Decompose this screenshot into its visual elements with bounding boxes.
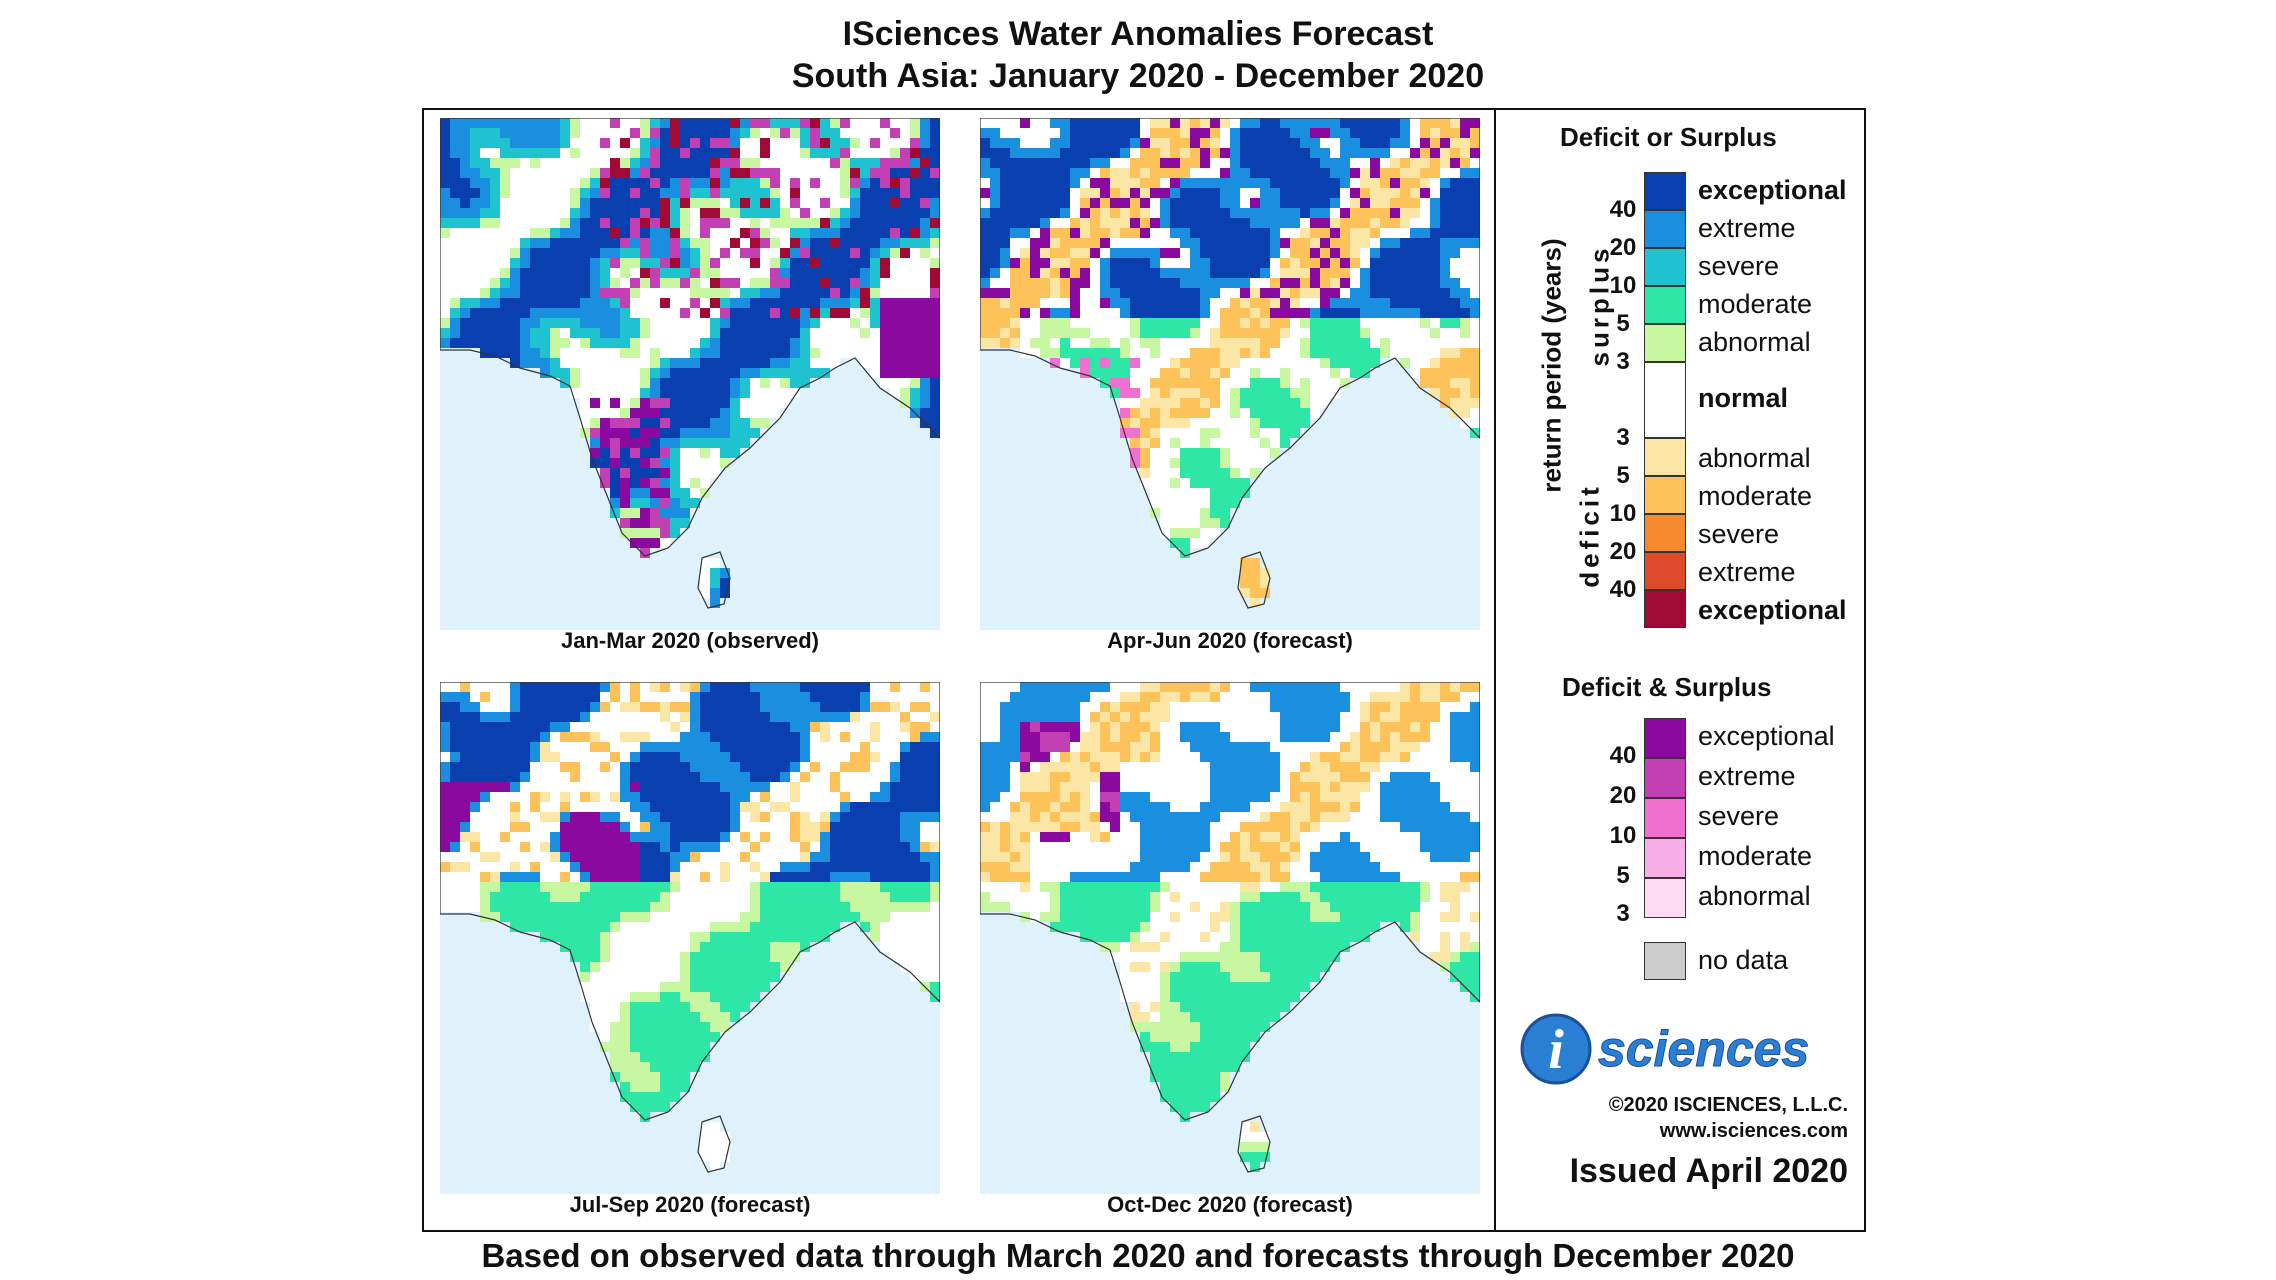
rp-surplus-3: 3 [1616, 348, 1630, 375]
rp-both-40: 40 [1609, 742, 1637, 769]
legend-divider [1494, 108, 1496, 1232]
rp-surplus-5: 5 [1616, 310, 1630, 337]
label-surplus-abnormal: abnormal [1698, 327, 1811, 357]
map-caption-oct-dec: Oct-Dec 2020 (forecast) [1107, 1192, 1353, 1217]
rp-both-5: 5 [1616, 862, 1630, 889]
rp-deficit-5: 5 [1616, 462, 1630, 489]
label-surplus-moderate: moderate [1698, 289, 1813, 319]
swatch-both-severe [1644, 798, 1686, 838]
swatch-deficit-abnormal [1644, 438, 1686, 476]
anomaly-raster [980, 118, 1480, 609]
label-both-extreme: extreme [1698, 761, 1796, 791]
label-deficit-exceptional: exceptional [1698, 595, 1847, 625]
figure-frame [422, 108, 1866, 1232]
swatch-both-extreme [1644, 758, 1686, 798]
anomaly-raster [440, 682, 940, 1173]
map-caption-jul-sep: Jul-Sep 2020 (forecast) [569, 1192, 811, 1217]
label-both-severe: severe [1698, 801, 1780, 831]
swatch-deficit-extreme [1644, 552, 1686, 590]
anomaly-raster [980, 682, 1480, 1173]
legend-title-deficit-and-surplus: Deficit & Surplus [1562, 672, 1772, 702]
swatch-both-moderate [1644, 838, 1686, 878]
label-no-data: no data [1698, 945, 1789, 975]
map-caption-apr-jun: Apr-Jun 2020 (forecast) [1107, 628, 1353, 653]
anomaly-raster [440, 118, 940, 609]
rp-surplus-10: 10 [1609, 272, 1637, 299]
label-both-abnormal: abnormal [1698, 881, 1811, 911]
label-both-moderate: moderate [1698, 841, 1813, 871]
legend-title-deficit-or-surplus: Deficit or Surplus [1560, 122, 1777, 152]
website-link[interactable]: www.isciences.com [1659, 1120, 1848, 1142]
country-borders [980, 682, 1480, 1173]
map-panel-apr-jun [980, 118, 1480, 630]
rp-surplus-40: 40 [1609, 196, 1637, 223]
label-deficit-extreme: extreme [1698, 557, 1796, 587]
logo-word: sciences [1598, 1021, 1809, 1077]
footer-note: Based on observed data through March 202… [481, 1237, 1795, 1274]
country-borders [980, 118, 1480, 609]
rp-both-3: 3 [1616, 900, 1630, 927]
swatch-surplus-moderate [1644, 286, 1686, 324]
swatch-surplus-abnormal [1644, 324, 1686, 362]
label-deficit-severe: severe [1698, 519, 1780, 549]
label-surplus-severe: severe [1698, 251, 1780, 281]
label-normal: normal [1698, 383, 1789, 413]
label-surplus-exceptional: exceptional [1698, 175, 1847, 205]
swatch-surplus-extreme [1644, 210, 1686, 248]
map-panel-jan-mar [440, 118, 940, 630]
label-both-exceptional: exceptional [1698, 721, 1835, 751]
swatch-deficit-moderate [1644, 476, 1686, 514]
logo-letter: i [1548, 1019, 1564, 1081]
map-panel-oct-dec [980, 682, 1480, 1194]
label-deficit-abnormal: abnormal [1698, 443, 1811, 473]
swatch-no-data [1644, 942, 1686, 980]
legend-axis-label: return period (years) [1536, 238, 1567, 493]
rp-deficit-10: 10 [1609, 500, 1637, 527]
rp-deficit-3: 3 [1616, 424, 1630, 451]
isciences-logo: i sciences [1520, 1013, 1810, 1085]
swatch-deficit-severe [1644, 514, 1686, 552]
swatch-surplus-severe [1644, 248, 1686, 286]
swatch-both-exceptional [1644, 718, 1686, 758]
map-subtitle: South Asia: January 2020 - December 2020 [791, 57, 1485, 95]
label-surplus-extreme: extreme [1698, 213, 1796, 243]
rp-deficit-20: 20 [1609, 538, 1637, 565]
rp-deficit-40: 40 [1609, 576, 1637, 603]
map-panel-jul-sep [440, 682, 940, 1194]
country-borders [440, 118, 940, 609]
logo-circle-icon [1520, 1013, 1592, 1085]
swatch-surplus-exceptional [1644, 172, 1686, 210]
copyright-text: ©2020 ISCIENCES, L.L.C. [1608, 1094, 1848, 1116]
map-title: ISciences Water Anomalies Forecast [842, 15, 1434, 53]
rp-both-10: 10 [1609, 822, 1637, 849]
label-deficit-moderate: moderate [1698, 481, 1813, 511]
swatch-normal [1644, 362, 1686, 438]
issued-date: Issued April 2020 [1569, 1152, 1848, 1190]
rp-both-20: 20 [1609, 782, 1637, 809]
swatch-both-abnormal [1644, 878, 1686, 918]
country-borders [440, 682, 940, 1173]
rp-surplus-20: 20 [1609, 234, 1637, 261]
swatch-deficit-exceptional [1644, 590, 1686, 628]
map-caption-jan-mar: Jan-Mar 2020 (observed) [561, 628, 819, 653]
